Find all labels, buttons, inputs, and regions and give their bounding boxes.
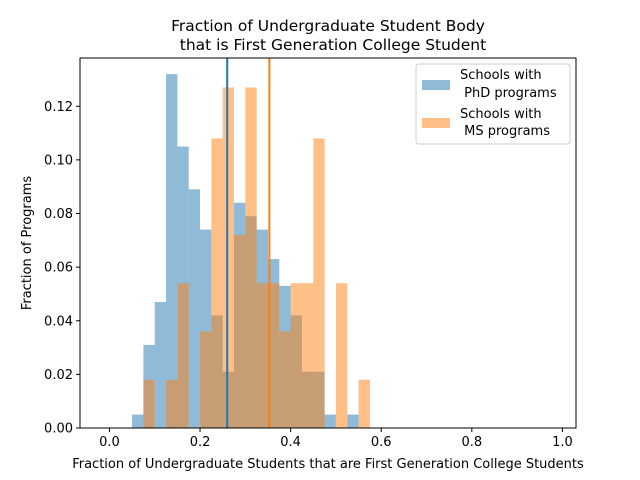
ms-bar: [245, 87, 257, 429]
legend: Schools with PhD programs Schools with M…: [415, 63, 571, 145]
y-tick-label: 0.10: [44, 153, 73, 168]
phd-bar: [200, 229, 212, 428]
phd-bar: [347, 414, 359, 428]
x-tick-label: 0.2: [190, 435, 211, 450]
ms-bar: [211, 138, 223, 428]
ms-bar: [222, 87, 234, 429]
legend-label-phd-line-2: PhD programs: [460, 86, 557, 101]
x-tick-label: 0.4: [280, 435, 301, 450]
plot-frame: [79, 57, 577, 429]
y-tick-label: 0.02: [44, 368, 73, 383]
ms-bar: [234, 234, 246, 428]
y-axis-label: Fraction of Programs: [20, 176, 35, 311]
y-tick-label: 0.04: [44, 314, 73, 329]
ms-bar: [358, 379, 370, 428]
ms-bar: [143, 379, 155, 428]
y-tick-label: 0.00: [44, 422, 73, 437]
y-tick-label: 0.08: [44, 207, 73, 222]
phd-bar: [324, 414, 336, 428]
ms-bar: [177, 283, 189, 428]
ms-bar: [313, 138, 325, 428]
legend-swatch-phd: [422, 80, 450, 90]
ms-bar: [267, 283, 280, 428]
legend-label-phd-line-1: Schools with: [460, 68, 542, 83]
ms-bar: [290, 283, 302, 428]
ms-bar: [301, 283, 314, 428]
phd-bar: [154, 301, 167, 428]
y-tick-label: 0.12: [44, 100, 73, 115]
x-tick-label: 0.8: [461, 435, 482, 450]
ms-bar: [166, 379, 178, 428]
ms-bar: [256, 283, 268, 428]
bars-layer: [132, 74, 370, 429]
phd-bar: [188, 189, 201, 428]
ms-bar: [279, 331, 291, 428]
legend-box: [415, 63, 571, 145]
phd-bar: [132, 414, 144, 428]
phd-bar: [166, 74, 178, 428]
mean-lines-layer: [226, 58, 271, 428]
y-axis-ticks: 0.00 0.02 0.04 0.06 0.08 0.10 0.12: [44, 100, 80, 437]
legend-label-ms-line-2: MS programs: [460, 124, 550, 139]
x-tick-label: 0.0: [99, 435, 120, 450]
x-axis-label: Fraction of Undergraduate Students that …: [72, 457, 584, 472]
x-axis-ticks: 0.0 0.2 0.4 0.6 0.8 1.0: [99, 428, 573, 450]
chart-title-line-2: that is First Generation College Student: [180, 36, 486, 54]
legend-swatch-ms: [422, 118, 450, 128]
legend-label-ms-line-1: Schools with: [460, 107, 542, 122]
ms-bar: [335, 283, 348, 428]
chart-title-line-1: Fraction of Undergraduate Student Body: [171, 17, 485, 35]
ms-bar: [200, 331, 212, 428]
x-tick-label: 1.0: [552, 435, 573, 450]
y-tick-label: 0.06: [44, 261, 73, 276]
x-tick-label: 0.6: [371, 435, 392, 450]
